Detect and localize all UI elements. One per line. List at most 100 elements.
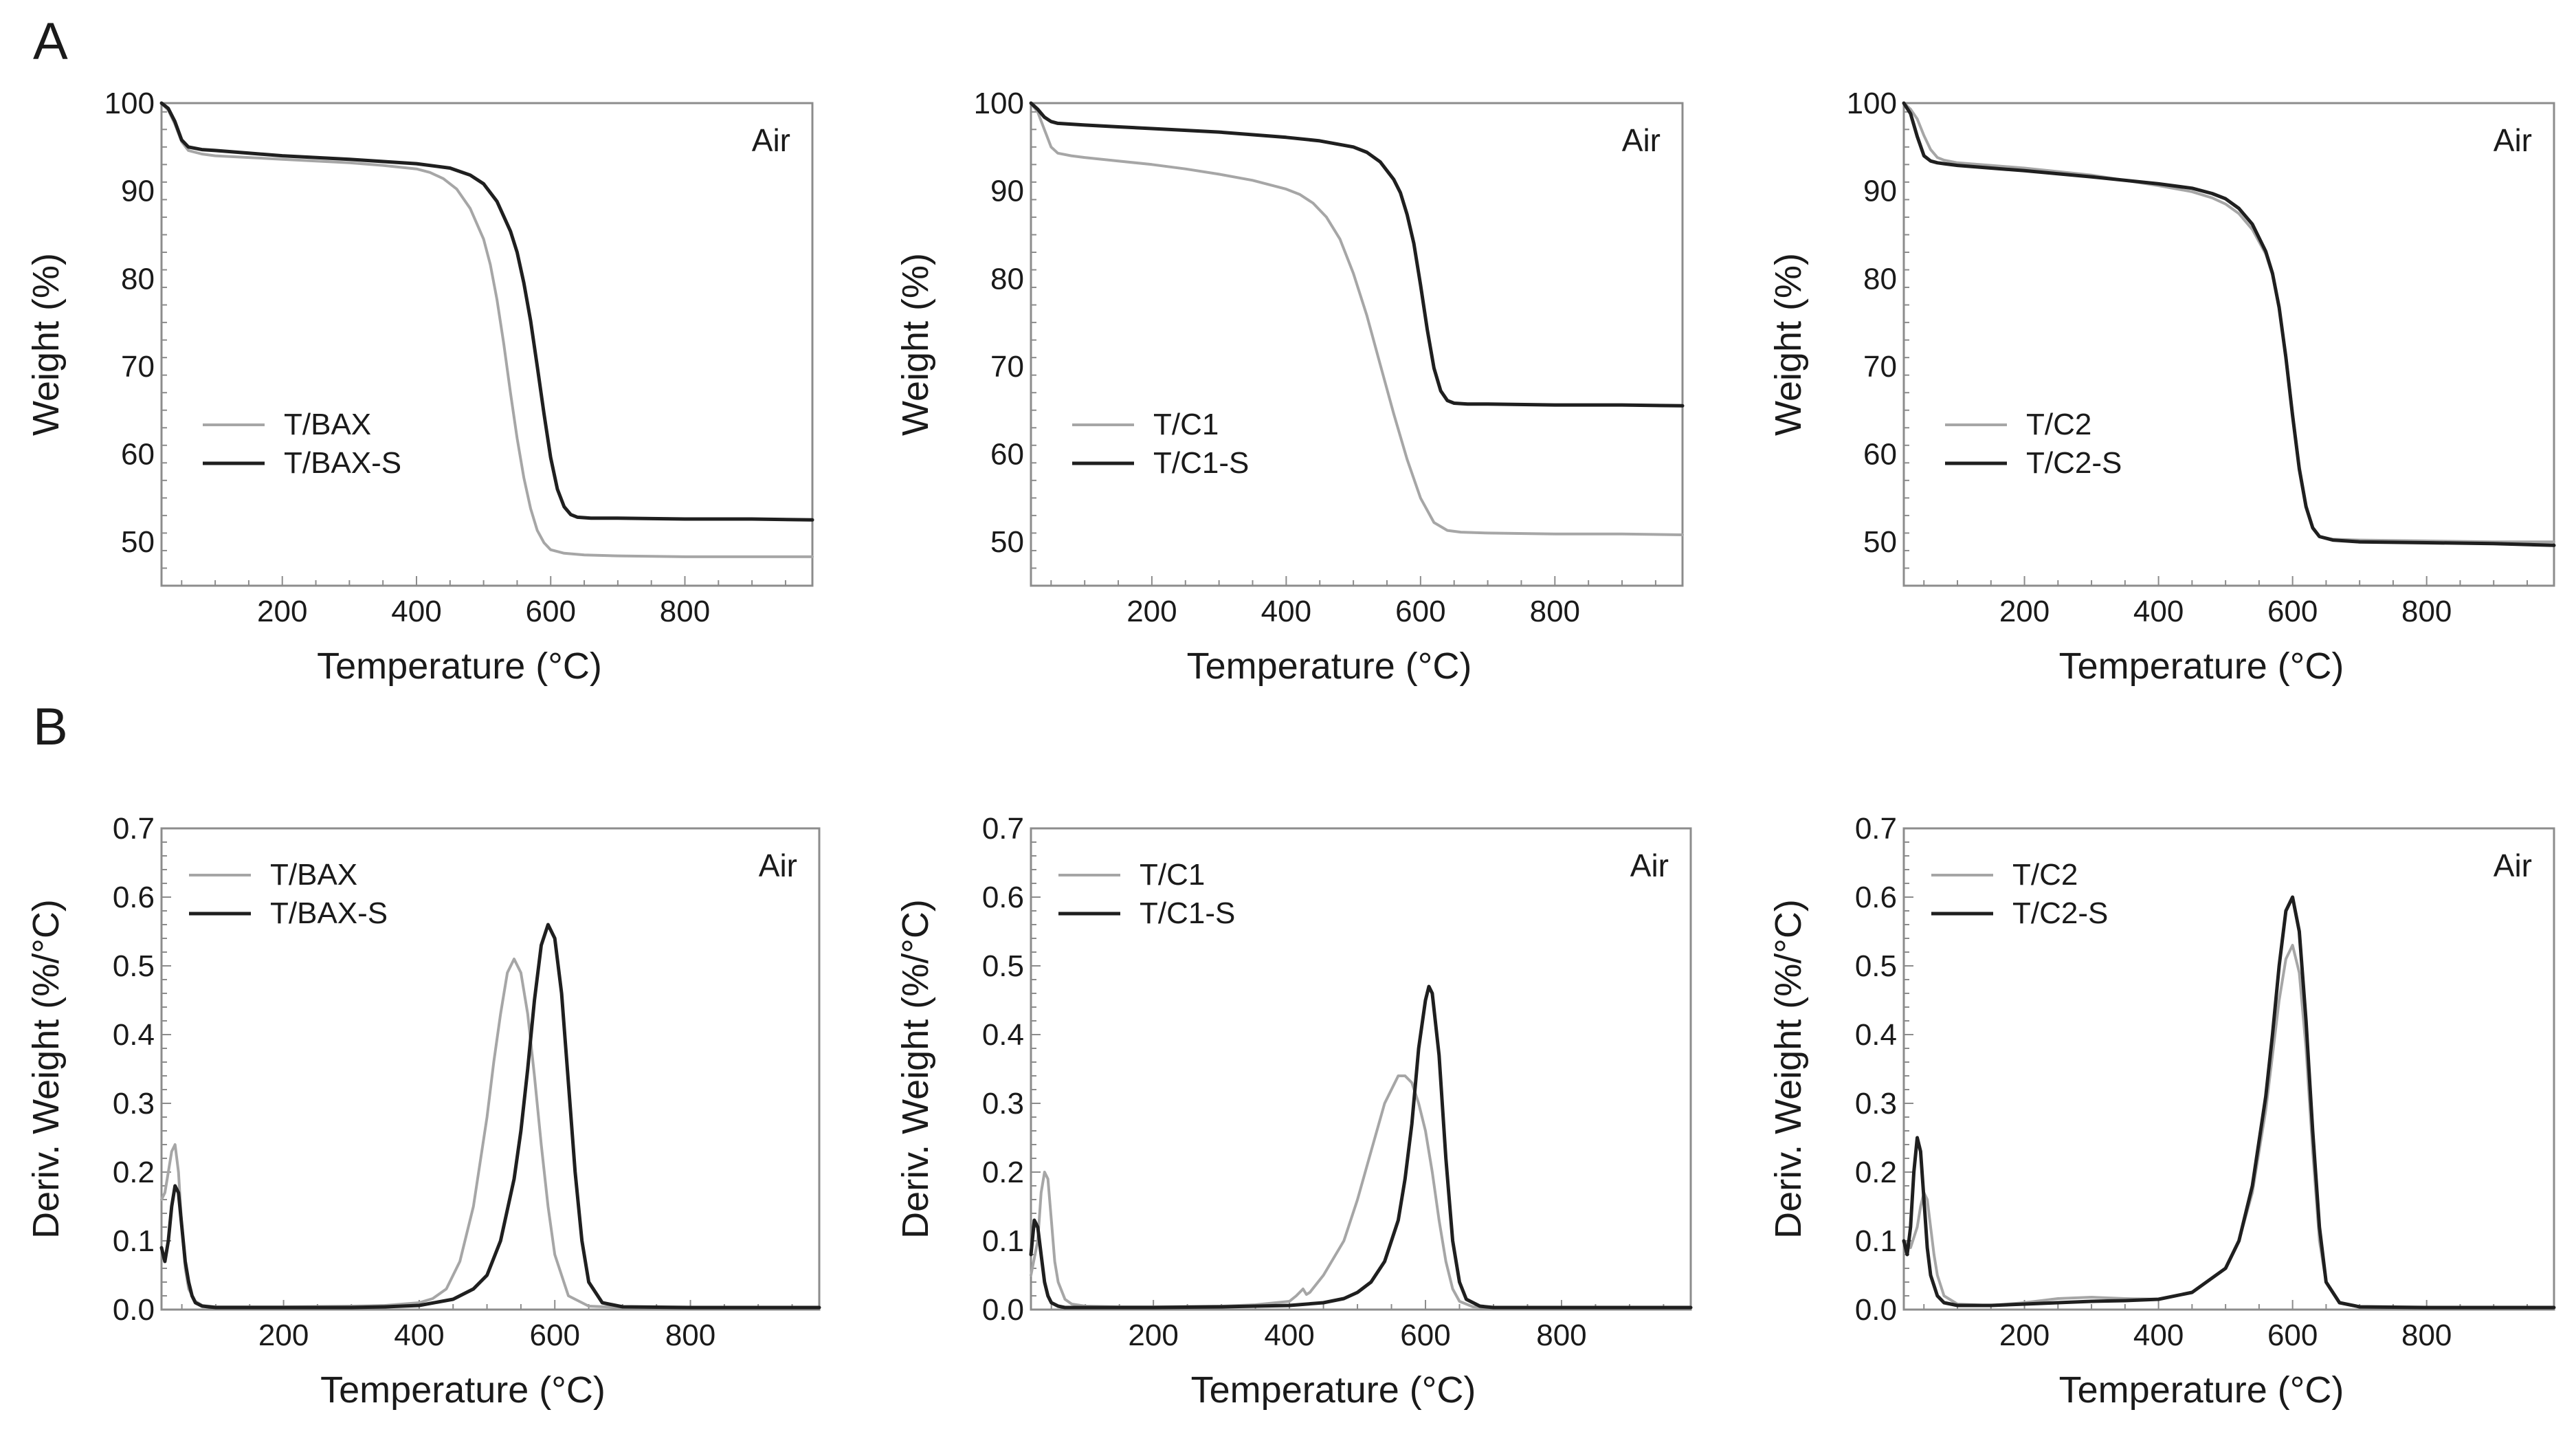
series-line-t-c1 xyxy=(1030,1074,1692,1309)
y-tick-label: 0.3 xyxy=(113,1087,155,1121)
legend: T/BAX T/BAX-S xyxy=(189,858,388,930)
y-tick-label: 90 xyxy=(1863,175,1897,208)
y-tick-label: 60 xyxy=(1863,438,1897,472)
series-line-t-c1 xyxy=(1030,102,1684,536)
y-tick-label: 80 xyxy=(121,262,155,296)
y-axis-title: Weight (%) xyxy=(895,253,936,436)
y-tick-label: 0.0 xyxy=(982,1293,1024,1327)
panel-label-a: A xyxy=(33,12,68,71)
y-axis-title: Weight (%) xyxy=(1768,253,1809,436)
legend-label: T/C2 xyxy=(2012,858,2078,892)
y-tick-label: 0.5 xyxy=(113,949,155,983)
x-tick-label: 200 xyxy=(258,1319,309,1352)
y-tick-label: 0.1 xyxy=(982,1224,1024,1258)
x-tick-label: 600 xyxy=(526,595,576,628)
legend-label: T/C1 xyxy=(1140,858,1205,892)
legend: T/BAX T/BAX-S xyxy=(203,408,401,480)
x-tick-label: 800 xyxy=(1536,1319,1586,1352)
legend-label: T/BAX xyxy=(270,858,357,892)
y-tick-label: 50 xyxy=(121,525,155,559)
chart-b2: 200 400 600 800 0.0 0.1 0.2 0.3 0.4 0.5 0.6 0.7 Temp… xyxy=(895,812,1693,1411)
legend-label: T/C2 xyxy=(2026,408,2091,441)
y-tick-label: 0.6 xyxy=(1855,881,1897,914)
y-tick-label: 0.1 xyxy=(1855,1224,1897,1258)
y-tick-label: 60 xyxy=(121,438,155,472)
annotation-label: Air xyxy=(752,122,790,158)
x-tick-label: 600 xyxy=(1395,595,1445,628)
x-axis-title: Temperature (°C) xyxy=(2059,646,2344,687)
legend-label: T/C2-S xyxy=(2026,446,2122,480)
y-tick-label: 100 xyxy=(974,87,1024,120)
x-tick-label: 600 xyxy=(1400,1319,1450,1352)
x-axis-title: Temperature (°C) xyxy=(1187,646,1472,687)
series-line-t-c1-s xyxy=(1029,101,1685,408)
x-tick-label: 800 xyxy=(660,595,710,628)
y-tick-label: 0.3 xyxy=(982,1087,1024,1121)
plot-frame xyxy=(1030,102,1684,587)
annotation-label: Air xyxy=(1630,848,1669,883)
legend: T/C1 T/C1-S xyxy=(1072,408,1249,480)
charts: 200 400 600 800 50 60 70 80 90 100 Temperature (°C… xyxy=(25,87,2556,1411)
series-line-t-bax xyxy=(160,102,814,558)
y-tick-label: 0.4 xyxy=(113,1018,155,1052)
y-tick-label: 0.7 xyxy=(1855,812,1897,846)
y-tick-label: 0.0 xyxy=(113,1293,155,1327)
y-tick-label: 0.6 xyxy=(982,881,1024,914)
y-tick-label: 0.6 xyxy=(113,881,155,914)
chart-b3: 200 400 600 800 0.0 0.1 0.2 0.3 0.4 0.5 0.6 0.7 Temp… xyxy=(1768,812,2556,1411)
y-axis-title: Deriv. Weight (%/°C) xyxy=(895,899,936,1239)
y-tick-label: 0.2 xyxy=(982,1156,1024,1189)
y-tick-label: 50 xyxy=(990,525,1024,559)
y-axis-title: Weight (%) xyxy=(25,253,67,436)
chart-b1: 200 400 600 800 0.0 0.1 0.2 0.3 0.4 0.5 0.6 0.7 Temp… xyxy=(25,812,821,1411)
legend: T/C1 T/C1-S xyxy=(1058,858,1235,930)
series-line-t-c2 xyxy=(1902,944,2555,1309)
x-axis-title: Temperature (°C) xyxy=(1191,1369,1476,1411)
y-tick-label: 60 xyxy=(990,438,1024,472)
x-tick-label: 200 xyxy=(257,595,307,628)
series-line-t-bax xyxy=(160,958,821,1309)
y-tick-label: 50 xyxy=(1863,525,1897,559)
y-tick-label: 100 xyxy=(104,87,155,120)
x-tick-label: 800 xyxy=(2401,1319,2452,1352)
legend-label: T/C1-S xyxy=(1140,896,1235,930)
series-line-t-c2-s xyxy=(1902,101,2556,547)
x-tick-label: 400 xyxy=(2133,595,2184,628)
annotation-label: Air xyxy=(1622,122,1661,158)
annotation-label: Air xyxy=(759,848,797,883)
x-tick-label: 800 xyxy=(1530,595,1580,628)
x-tick-label: 600 xyxy=(2267,595,2318,628)
y-tick-label: 70 xyxy=(990,350,1024,384)
x-tick-label: 400 xyxy=(391,595,441,628)
x-tick-label: 600 xyxy=(530,1319,580,1352)
x-tick-label: 200 xyxy=(1999,1319,2050,1352)
legend-label: T/BAX-S xyxy=(270,896,388,930)
y-tick-label: 80 xyxy=(1863,262,1897,296)
series-line-t-bax-s xyxy=(159,923,821,1310)
y-tick-label: 90 xyxy=(121,175,155,208)
y-tick-label: 70 xyxy=(121,350,155,384)
y-tick-label: 0.2 xyxy=(113,1156,155,1189)
y-tick-label: 0.5 xyxy=(982,949,1024,983)
y-tick-label: 0.7 xyxy=(113,812,155,846)
y-tick-label: 0.3 xyxy=(1855,1087,1897,1121)
x-tick-label: 400 xyxy=(2133,1319,2184,1352)
x-tick-label: 200 xyxy=(1128,1319,1178,1352)
x-tick-label: 800 xyxy=(2401,595,2452,628)
legend: T/C2 T/C2-S xyxy=(1931,858,2108,930)
plot-frame xyxy=(1902,827,2555,1311)
panel-label-b: B xyxy=(33,698,68,756)
y-axis-title: Deriv. Weight (%/°C) xyxy=(25,899,67,1239)
chart-a3: 200 400 600 800 50 60 70 80 90 100 Temperature (°C… xyxy=(1768,87,2556,687)
plot-frame xyxy=(1030,827,1692,1311)
x-tick-label: 400 xyxy=(1264,1319,1314,1352)
annotation-label: Air xyxy=(2494,848,2532,883)
series-line-t-bax-s xyxy=(159,101,814,522)
legend-label: T/C2-S xyxy=(2012,896,2108,930)
x-tick-label: 400 xyxy=(394,1319,444,1352)
y-tick-label: 90 xyxy=(990,175,1024,208)
legend: T/C2 T/C2-S xyxy=(1945,408,2122,480)
x-tick-label: 200 xyxy=(1126,595,1177,628)
y-tick-label: 0.2 xyxy=(1855,1156,1897,1189)
chart-a1: 200 400 600 800 50 60 70 80 90 100 Temperature (°C… xyxy=(25,87,814,687)
